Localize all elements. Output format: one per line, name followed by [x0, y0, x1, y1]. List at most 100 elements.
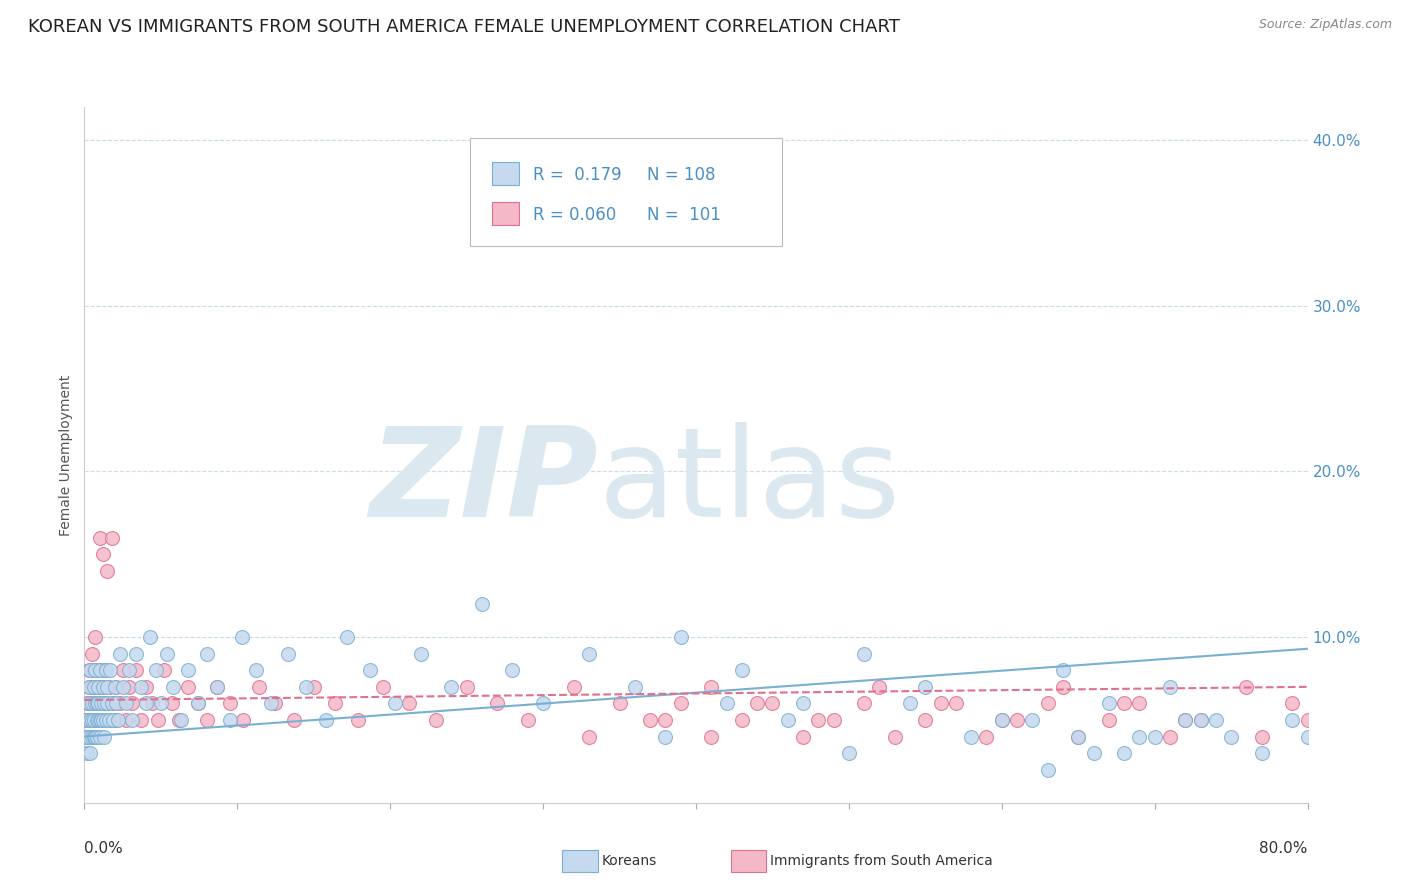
Point — [121, 713, 143, 727]
Point — [89, 730, 111, 744]
Point — [231, 630, 253, 644]
Point — [118, 663, 141, 677]
Point — [108, 697, 131, 711]
Text: Source: ZipAtlas.com: Source: ZipAtlas.com — [1258, 18, 1392, 31]
Point — [118, 680, 141, 694]
Text: R = 0.060: R = 0.060 — [533, 206, 617, 224]
Point — [77, 663, 100, 677]
Point — [1189, 713, 1212, 727]
Point — [440, 680, 463, 694]
Point — [111, 680, 134, 694]
Point — [1128, 730, 1150, 744]
Point — [792, 730, 814, 744]
Point — [86, 697, 108, 711]
Point — [87, 697, 110, 711]
Point — [93, 697, 115, 711]
Point — [716, 697, 738, 711]
Text: Immigrants from South America: Immigrants from South America — [770, 854, 993, 868]
Point — [129, 713, 152, 727]
Point — [121, 697, 143, 711]
Point — [98, 663, 121, 677]
Point — [156, 647, 179, 661]
Point — [80, 680, 103, 694]
Point — [83, 713, 105, 727]
Point — [97, 713, 120, 727]
Point — [97, 680, 120, 694]
Point — [105, 697, 128, 711]
Point — [853, 697, 876, 711]
Text: 80.0%: 80.0% — [1260, 841, 1308, 856]
Point — [654, 730, 676, 744]
Point — [135, 697, 157, 711]
Point — [1250, 746, 1272, 760]
Point — [384, 697, 406, 711]
Point — [425, 713, 447, 727]
Point — [1159, 680, 1181, 694]
Point — [77, 680, 100, 694]
Point — [914, 713, 936, 727]
Point — [111, 663, 134, 677]
Point — [89, 663, 111, 677]
Point — [1281, 713, 1303, 727]
Point — [409, 647, 432, 661]
Point — [1296, 713, 1319, 727]
Point — [96, 564, 118, 578]
Point — [96, 680, 118, 694]
Point — [195, 647, 218, 661]
Point — [91, 680, 114, 694]
Point — [336, 630, 359, 644]
Point — [1114, 746, 1136, 760]
Point — [114, 713, 136, 727]
Point — [1021, 713, 1043, 727]
Point — [1174, 713, 1197, 727]
Point — [654, 713, 676, 727]
Point — [578, 730, 600, 744]
Point — [1067, 730, 1090, 744]
Point — [167, 713, 190, 727]
Point — [562, 680, 585, 694]
Point — [84, 697, 107, 711]
Point — [869, 680, 891, 694]
Point — [76, 697, 98, 711]
Point — [1128, 697, 1150, 711]
Point — [104, 680, 127, 694]
Point — [91, 547, 114, 561]
Point — [247, 680, 270, 694]
Point — [84, 730, 107, 744]
Point — [883, 730, 905, 744]
Point — [456, 680, 478, 694]
Point — [83, 713, 105, 727]
Point — [75, 730, 97, 744]
Point — [486, 697, 509, 711]
Point — [135, 680, 157, 694]
Point — [86, 713, 108, 727]
Point — [87, 713, 110, 727]
Point — [371, 680, 394, 694]
Point — [359, 663, 381, 677]
Point — [1036, 697, 1059, 711]
Point — [731, 663, 754, 677]
Point — [146, 713, 169, 727]
Point — [139, 630, 162, 644]
Point — [807, 713, 830, 727]
Point — [914, 680, 936, 694]
Point — [976, 730, 998, 744]
Point — [898, 697, 921, 711]
Point — [98, 713, 121, 727]
Point — [79, 746, 101, 760]
Point — [960, 730, 983, 744]
Point — [1067, 730, 1090, 744]
Point — [129, 680, 152, 694]
Point — [76, 730, 98, 744]
Point — [347, 713, 370, 727]
Point — [516, 713, 538, 727]
Point — [141, 697, 163, 711]
Point — [1205, 713, 1227, 727]
Point — [1143, 730, 1166, 744]
Point — [83, 680, 105, 694]
Point — [277, 647, 299, 661]
Point — [1098, 697, 1121, 711]
Point — [1052, 680, 1074, 694]
Point — [160, 697, 183, 711]
Point — [283, 713, 305, 727]
